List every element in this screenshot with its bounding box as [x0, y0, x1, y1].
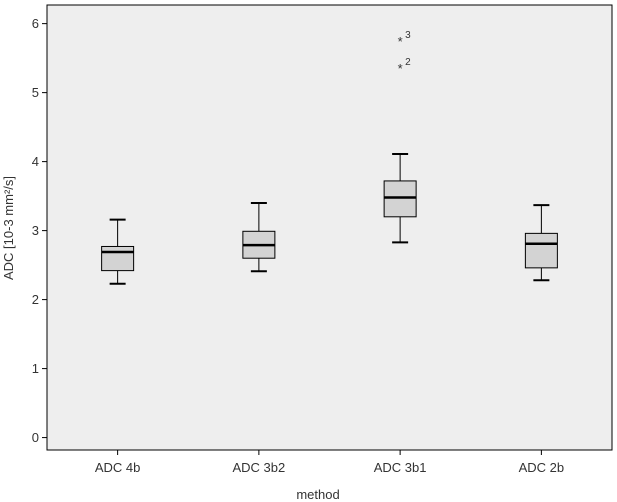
y-tick-label: 1	[32, 361, 39, 376]
y-tick-label: 2	[32, 292, 39, 307]
y-tick-label: 4	[32, 154, 39, 169]
outlier-marker: *	[398, 34, 403, 49]
boxes-group: * 3* 2	[101, 30, 558, 285]
outlier-marker: *	[398, 61, 403, 76]
y-axis-title: ADC [10-3 mm²/s]	[1, 176, 16, 280]
iqr-box	[383, 180, 417, 218]
x-tick-label: ADC 3b2	[233, 460, 286, 475]
iqr-box	[524, 232, 558, 269]
iqr-box	[101, 245, 135, 272]
outlier-label: 2	[405, 57, 411, 68]
box-adc-3b2	[242, 202, 276, 273]
plot-area	[46, 4, 613, 451]
x-tick-label: ADC 3b1	[374, 460, 427, 475]
box-adc-4b	[101, 218, 135, 285]
y-tick-label: 6	[32, 16, 39, 31]
y-tick-label: 3	[32, 223, 39, 238]
outlier-label: 3	[405, 30, 411, 41]
y-tick-label: 0	[32, 430, 39, 445]
x-axis: ADC 4b ADC 3b2 ADC 3b1 ADC 2b	[95, 450, 564, 475]
y-tick-label: 5	[32, 85, 39, 100]
x-axis-title: method	[296, 487, 339, 502]
x-tick-label: ADC 4b	[95, 460, 141, 475]
x-tick-label: ADC 2b	[519, 460, 565, 475]
y-axis: 0 1 2 3 4 5 6	[32, 16, 47, 445]
box-adc-3b1: * 3* 2	[383, 30, 417, 244]
box-adc-2b	[524, 204, 558, 282]
